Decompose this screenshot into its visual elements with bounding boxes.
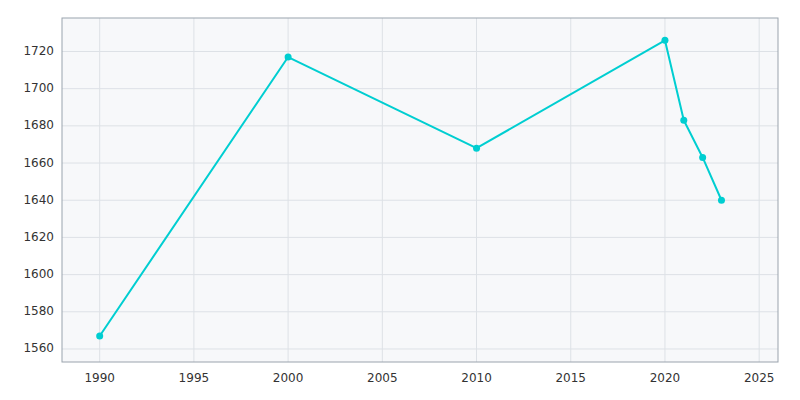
y-tick-label: 1700 [23,81,54,95]
y-tick-label: 1620 [23,230,54,244]
grid-line-y [62,237,778,238]
grid-line-x [759,18,760,362]
grid-line-x [99,18,100,362]
grid-line-y [62,274,778,275]
y-tick-label: 1660 [23,156,54,170]
x-tick-label: 2010 [461,371,492,385]
point [96,332,103,339]
grid-line-y [62,311,778,312]
point [473,145,480,152]
x-tick-label: 2015 [555,371,586,385]
grid-line-y [62,51,778,52]
x-tick-label: 2005 [367,371,398,385]
grid-line-x [382,18,383,362]
tick-labels: 1560 1580 1600 1620 1640 1660 1680 1700 1720 1990… [23,44,774,385]
grid-line-y [62,200,778,201]
y-tick-label: 1680 [23,118,54,132]
x-tick-label: 2000 [273,371,304,385]
point [661,37,668,44]
series [96,37,725,340]
grid-line-y [62,163,778,164]
point [680,117,687,124]
point [285,54,292,61]
x-tick-label: 1990 [84,371,115,385]
y-tick-label: 1640 [23,193,54,207]
y-tick-label: 1600 [23,267,54,281]
y-tick-label: 1720 [23,44,54,58]
point [718,197,725,204]
line [100,40,722,336]
grid-line-x [664,18,665,362]
grid-line-y [62,125,778,126]
grid-line-x [193,18,194,362]
x-tick-label: 1995 [179,371,210,385]
grid-line-x [476,18,477,362]
grid-line-x [570,18,571,362]
point [699,154,706,161]
grid-line-x [288,18,289,362]
grid-line-y [62,348,778,349]
plot-frame [62,18,778,362]
y-tick-label: 1580 [23,304,54,318]
y-tick-label: 1560 [23,341,54,355]
chart: 1560 1580 1600 1620 1640 1660 1680 1700 1720 1990… [0,0,800,400]
x-tick-label: 2020 [650,371,681,385]
plot-area [62,18,778,362]
grid [62,18,778,362]
x-tick-label: 2025 [744,371,775,385]
grid-line-y [62,88,778,89]
